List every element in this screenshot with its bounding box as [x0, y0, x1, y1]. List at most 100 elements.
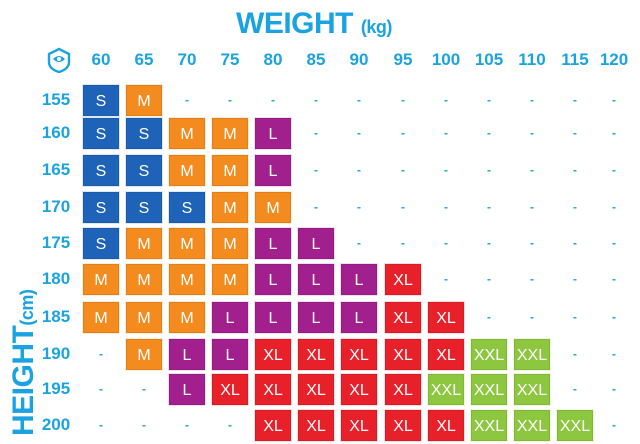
size-cell-190-75: L	[211, 337, 249, 371]
size-cell-195-60: -	[99, 381, 103, 396]
size-cell-200-75: -	[228, 417, 232, 432]
size-cell-165-70: M	[168, 153, 206, 187]
size-cell-160-75: M	[211, 116, 249, 150]
size-cell-200-95: XL	[384, 408, 422, 442]
size-cell-170-115: -	[573, 199, 577, 214]
size-cell-195-100: XXL	[427, 372, 465, 406]
size-cell-155-75: -	[228, 92, 232, 107]
size-cell-175-90: -	[357, 235, 361, 250]
size-cell-185-85: L	[297, 300, 335, 334]
brand-logo-icon	[47, 47, 71, 73]
size-cell-185-115: -	[573, 309, 577, 324]
size-cell-175-60: S	[82, 226, 120, 260]
size-cell-155-60: S	[82, 83, 120, 117]
size-cell-160-115: -	[573, 125, 577, 140]
size-cell-165-75: M	[211, 153, 249, 187]
size-cell-170-65: S	[125, 190, 163, 224]
size-cell-160-105: -	[487, 125, 491, 140]
size-cell-185-90: L	[340, 300, 378, 334]
size-cell-185-100: XL	[427, 300, 465, 334]
size-cell-155-120: -	[612, 92, 616, 107]
size-cell-170-80: M	[254, 190, 292, 224]
size-cell-195-80: XL	[254, 372, 292, 406]
size-cell-170-110: -	[530, 199, 534, 214]
height-label-200: 200	[41, 415, 71, 434]
size-cell-185-65: M	[125, 300, 163, 334]
size-cell-180-100: -	[444, 271, 448, 286]
weight-label-80: 80	[263, 50, 283, 69]
size-cell-180-65: M	[125, 262, 163, 296]
size-cell-170-85: -	[314, 199, 318, 214]
size-cell-195-110: XXL	[513, 372, 551, 406]
size-cell-195-95: XL	[384, 372, 422, 406]
size-cell-180-85: L	[297, 262, 335, 296]
size-cell-165-100: -	[444, 162, 448, 177]
size-cell-180-105: -	[487, 271, 491, 286]
size-cell-200-115: XXL	[556, 408, 594, 442]
size-cell-160-80: L	[254, 116, 292, 150]
size-cell-175-80: L	[254, 226, 292, 260]
size-cell-180-115: -	[573, 271, 577, 286]
size-cell-175-75: M	[211, 226, 249, 260]
size-cell-160-90: -	[357, 125, 361, 140]
size-cell-190-90: XL	[340, 337, 378, 371]
size-cell-160-100: -	[444, 125, 448, 140]
size-cell-180-60: M	[82, 262, 120, 296]
height-label-165: 165	[41, 160, 71, 179]
size-cell-175-70: M	[168, 226, 206, 260]
size-cell-200-105: XXL	[470, 408, 508, 442]
size-cell-195-115: -	[573, 381, 577, 396]
size-cell-155-80: -	[271, 92, 275, 107]
size-cell-165-65: S	[125, 153, 163, 187]
size-cell-200-120: -	[612, 417, 616, 432]
size-cell-195-120: -	[612, 381, 616, 396]
weight-label-105: 105	[474, 50, 504, 69]
size-cell-195-90: XL	[340, 372, 378, 406]
size-cell-190-65: M	[125, 337, 163, 371]
size-cell-190-100: XL	[427, 337, 465, 371]
size-cell-190-70: L	[168, 337, 206, 371]
size-cell-190-95: XL	[384, 337, 422, 371]
size-cell-170-105: -	[487, 199, 491, 214]
size-cell-180-110: -	[530, 271, 534, 286]
weight-label-95: 95	[393, 50, 413, 69]
size-cell-195-65: -	[142, 381, 146, 396]
size-cell-180-75: M	[211, 262, 249, 296]
size-cell-170-100: -	[444, 199, 448, 214]
weight-axis-title: WEIGHT (kg)	[236, 4, 392, 44]
size-cell-165-110: -	[530, 162, 534, 177]
size-cell-170-75: M	[211, 190, 249, 224]
size-cell-180-95: XL	[384, 262, 422, 296]
size-cell-180-90: L	[340, 262, 378, 296]
size-cell-165-80: L	[254, 153, 292, 187]
size-cell-155-115: -	[573, 92, 577, 107]
size-cell-185-95: XL	[384, 300, 422, 334]
size-cell-185-70: M	[168, 300, 206, 334]
size-cell-195-85: XL	[297, 372, 335, 406]
size-cell-165-90: -	[357, 162, 361, 177]
size-cell-170-90: -	[357, 199, 361, 214]
size-cell-160-65: S	[125, 116, 163, 150]
weight-label-85: 85	[306, 50, 326, 69]
size-cell-195-70: L	[168, 372, 206, 406]
weight-label-120: 120	[599, 50, 629, 69]
size-cell-190-80: XL	[254, 337, 292, 371]
height-label-195: 195	[41, 379, 71, 398]
size-cell-175-120: -	[612, 235, 616, 250]
size-cell-185-80: L	[254, 300, 292, 334]
weight-label-65: 65	[134, 50, 154, 69]
weight-label-75: 75	[220, 50, 240, 69]
size-cell-175-100: -	[444, 235, 448, 250]
size-cell-165-95: -	[401, 162, 405, 177]
size-cell-180-70: M	[168, 262, 206, 296]
size-cell-155-65: M	[125, 83, 163, 117]
size-cell-200-90: XL	[340, 408, 378, 442]
size-cell-155-70: -	[185, 92, 189, 107]
weight-label-115: 115	[561, 50, 589, 69]
size-cell-175-110: -	[530, 235, 534, 250]
size-cell-155-105: -	[487, 92, 491, 107]
height-label-155: 155	[41, 90, 71, 109]
size-cell-200-60: -	[99, 417, 103, 432]
size-cell-155-100: -	[444, 92, 448, 107]
size-cell-175-65: M	[125, 226, 163, 260]
